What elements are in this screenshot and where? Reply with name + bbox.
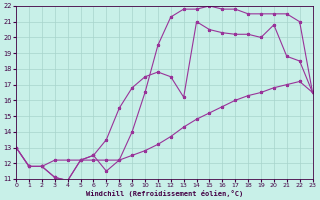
X-axis label: Windchill (Refroidissement éolien,°C): Windchill (Refroidissement éolien,°C) [86, 190, 243, 197]
